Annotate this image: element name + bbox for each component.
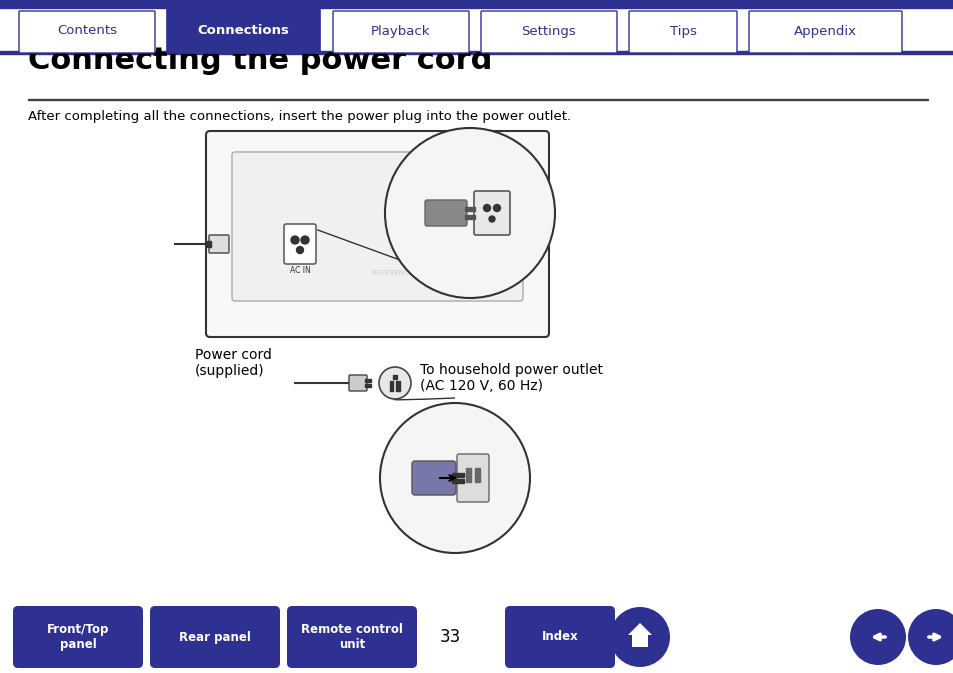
- FancyBboxPatch shape: [232, 152, 522, 301]
- Text: Rear panel: Rear panel: [179, 631, 251, 643]
- FancyBboxPatch shape: [349, 375, 367, 391]
- Text: 33: 33: [439, 628, 460, 646]
- Bar: [464, 207, 475, 211]
- Text: Settings: Settings: [521, 24, 576, 38]
- Text: AC IN: AC IN: [290, 266, 310, 275]
- FancyBboxPatch shape: [424, 200, 467, 226]
- Text: Tips: Tips: [669, 24, 696, 38]
- Bar: [207, 241, 211, 247]
- Circle shape: [907, 609, 953, 665]
- Circle shape: [609, 607, 669, 667]
- Bar: [452, 473, 463, 477]
- FancyBboxPatch shape: [19, 11, 154, 53]
- Text: Appendix: Appendix: [793, 24, 856, 38]
- Circle shape: [483, 205, 490, 211]
- Bar: [28, 98, 927, 100]
- Bar: [0, 51, 953, 54]
- FancyBboxPatch shape: [628, 11, 737, 53]
- Bar: [475, 468, 479, 482]
- FancyBboxPatch shape: [480, 11, 617, 53]
- Bar: [464, 215, 475, 219]
- Text: Index: Index: [541, 631, 578, 643]
- FancyBboxPatch shape: [150, 606, 280, 668]
- Circle shape: [385, 128, 555, 298]
- Bar: [393, 375, 396, 379]
- Polygon shape: [627, 623, 651, 647]
- FancyBboxPatch shape: [504, 606, 615, 668]
- Text: Contents: Contents: [57, 24, 117, 38]
- Circle shape: [296, 246, 303, 254]
- Text: Connecting the power cord: Connecting the power cord: [28, 46, 492, 75]
- Text: Connections: Connections: [197, 24, 289, 38]
- Bar: [390, 381, 393, 391]
- FancyBboxPatch shape: [333, 11, 469, 53]
- Text: After completing all the connections, insert the power plug into the power outle: After completing all the connections, in…: [28, 110, 571, 123]
- FancyBboxPatch shape: [206, 131, 548, 337]
- FancyBboxPatch shape: [209, 235, 229, 253]
- Circle shape: [849, 609, 905, 665]
- Text: REFERENCE  ●●●●: REFERENCE ●●●●: [372, 270, 442, 276]
- FancyBboxPatch shape: [412, 461, 456, 495]
- Text: Playback: Playback: [371, 24, 431, 38]
- Circle shape: [301, 236, 309, 244]
- Text: To household power outlet
(AC 120 V, 60 Hz): To household power outlet (AC 120 V, 60 …: [419, 363, 602, 393]
- Circle shape: [493, 205, 500, 211]
- FancyBboxPatch shape: [287, 606, 416, 668]
- Bar: [365, 379, 371, 382]
- Bar: [465, 468, 471, 482]
- Text: Front/Top
panel: Front/Top panel: [47, 623, 109, 651]
- Bar: [365, 384, 371, 387]
- Circle shape: [489, 216, 495, 222]
- Bar: [396, 381, 399, 391]
- Circle shape: [291, 236, 298, 244]
- Bar: [0, 0, 953, 8]
- Bar: [452, 479, 463, 483]
- Text: Remote control
unit: Remote control unit: [301, 623, 402, 651]
- FancyBboxPatch shape: [167, 9, 319, 53]
- Text: Power cord
(supplied): Power cord (supplied): [194, 348, 272, 378]
- FancyBboxPatch shape: [284, 224, 315, 264]
- Circle shape: [379, 403, 530, 553]
- FancyBboxPatch shape: [748, 11, 901, 53]
- Circle shape: [378, 367, 411, 399]
- FancyBboxPatch shape: [13, 606, 143, 668]
- FancyBboxPatch shape: [474, 191, 510, 235]
- FancyBboxPatch shape: [456, 454, 489, 502]
